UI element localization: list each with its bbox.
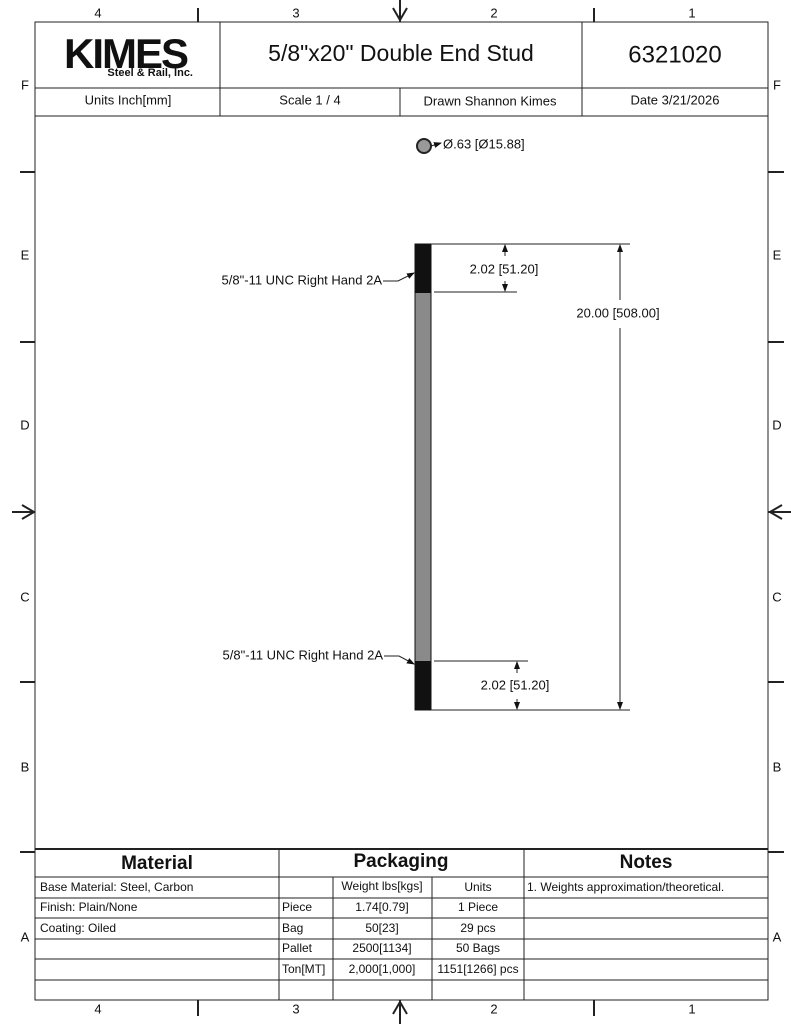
zone-row: A — [773, 929, 782, 944]
packaging-unit: Ton[MT] — [282, 962, 325, 976]
zone-row: F — [21, 77, 29, 92]
thread-label: 5/8"-11 UNC Right Hand 2A — [223, 647, 384, 662]
date: Date 3/21/2026 — [631, 92, 720, 107]
drawn: Drawn Shannon Kimes — [424, 93, 557, 108]
packaging-unit: Bag — [282, 921, 303, 935]
packaging-weight: 2500[1134] — [352, 941, 411, 955]
packaging-header: Weight lbs[kgs] — [341, 879, 422, 893]
packaging-weight: 1.74[0.79] — [355, 900, 408, 914]
packaging-header: Units — [464, 880, 491, 894]
logo-sub: Steel & Rail, Inc. — [107, 67, 193, 79]
zone-column: 2 — [490, 5, 497, 20]
zone-row: E — [21, 247, 30, 262]
zone-row: D — [20, 417, 29, 432]
stud — [383, 138, 630, 711]
thread-length: 2.02 [51.20] — [470, 261, 539, 276]
packaging-units: 50 Bags — [456, 941, 500, 955]
material-title: Material — [121, 853, 193, 874]
logo: KIMES — [64, 30, 188, 77]
packaging-units: 1151[1266] pcs — [437, 962, 518, 976]
zone-row: E — [773, 247, 782, 262]
title-block — [35, 22, 768, 117]
scale: Scale 1 / 4 — [279, 92, 340, 107]
thread-label: 5/8"-11 UNC Right Hand 2A — [222, 272, 383, 287]
packaging-title: Packaging — [353, 851, 448, 872]
packaging-weight: 2,000[1,000] — [349, 962, 416, 976]
zone-row: F — [773, 77, 781, 92]
notes-title: Notes — [620, 852, 673, 873]
diameter-label: Ø.63 [Ø15.88] — [443, 136, 525, 151]
zone-column: 1 — [688, 5, 695, 20]
overall-length: 20.00 [508.00] — [576, 305, 659, 320]
zone-column: 4 — [94, 1001, 101, 1016]
title: 5/8"x20" Double End Stud — [268, 40, 534, 66]
packaging-weight: 50[23] — [365, 921, 398, 935]
packaging-units: 29 pcs — [460, 921, 495, 935]
packaging-unit: Piece — [282, 900, 312, 914]
bom-table — [35, 848, 768, 1000]
zone-row: B — [21, 759, 30, 774]
zone-column: 3 — [292, 1001, 299, 1016]
note-row: 1. Weights approximation/theoretical. — [527, 880, 724, 894]
zone-column: 1 — [688, 1001, 695, 1016]
zone-row: C — [772, 589, 781, 604]
material-row: Coating: Oiled — [40, 921, 116, 935]
units: Units Inch[mm] — [85, 92, 172, 107]
part-number: 6321020 — [628, 41, 721, 68]
material-row: Base Material: Steel, Carbon — [40, 880, 193, 894]
zone-column: 3 — [292, 5, 299, 20]
zone-row: B — [773, 759, 782, 774]
zone-column: 4 — [94, 5, 101, 20]
zone-row: C — [20, 589, 29, 604]
zone-row: A — [21, 929, 30, 944]
packaging-unit: Pallet — [282, 941, 313, 955]
zone-ticks — [12, 0, 791, 1024]
packaging-units: 1 Piece — [458, 900, 498, 914]
zone-column: 2 — [490, 1001, 497, 1016]
material-row: Finish: Plain/None — [40, 900, 138, 914]
zone-row: D — [772, 417, 781, 432]
thread-length: 2.02 [51.20] — [481, 677, 550, 692]
